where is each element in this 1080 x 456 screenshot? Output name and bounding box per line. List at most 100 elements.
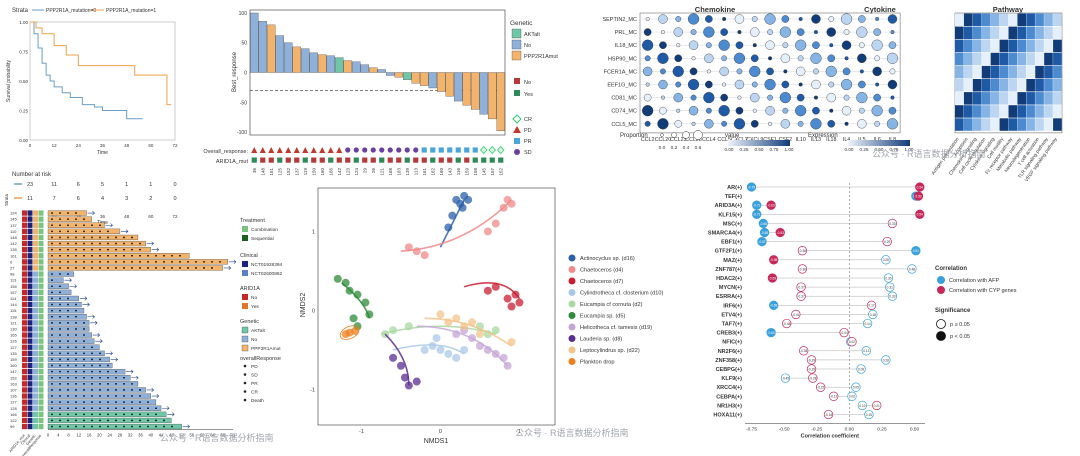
heatmap-value-tick: 0.25 (740, 147, 749, 152)
corr-cyp-point (847, 337, 857, 347)
swimmer-legend-key (243, 364, 247, 368)
waterfall-bar (292, 46, 301, 73)
swimmer-annotation-cell (27, 411, 33, 417)
swimmer-row-id: 126 (10, 339, 17, 344)
heatmap-dot (659, 106, 667, 115)
nmds-point (491, 282, 500, 291)
swimmer-bar (47, 417, 172, 424)
heatmap-dot (890, 95, 895, 100)
swimmer-event-marker (91, 395, 93, 397)
km-risk-xtick: 12 (52, 214, 58, 219)
swimmer-legend-key (241, 326, 249, 334)
swimmer-event-marker (115, 382, 117, 385)
swimmer-event-marker (59, 395, 61, 397)
swimmer-event-marker (139, 401, 141, 404)
pathway-heatmap-cell (963, 65, 973, 79)
corr-cyp-point (823, 409, 834, 420)
swimmer-event-marker (59, 248, 61, 251)
swimmer-bar (47, 362, 113, 369)
swimmer-event-marker (139, 425, 141, 428)
pathway-heatmap-cell (955, 13, 964, 26)
heatmap-dot (688, 105, 699, 116)
swimmer-annotation-cell (22, 308, 27, 314)
swimmer-annotation-cell (33, 228, 38, 234)
corr-value-label: 0.31 (887, 286, 893, 290)
swimmer-event-marker (51, 212, 53, 214)
km-xtick: 12 (52, 143, 58, 148)
swimmer-annotation-cell (38, 259, 44, 265)
swimmer-event-marker (123, 425, 125, 428)
swimmer-arrow (146, 387, 155, 392)
heatmap-dot (780, 119, 791, 129)
waterfall-sample-id: 161 (422, 168, 427, 176)
swimmer-annotation-cell (27, 405, 33, 411)
swimmer-annotation-cell (27, 240, 33, 247)
pathway-heatmap-cell (990, 92, 1000, 105)
nmds-point (349, 314, 358, 323)
heatmap-col-label: IL18 (826, 137, 836, 143)
waterfall-resp-mark (379, 147, 385, 153)
nmds-point (503, 294, 512, 303)
swimmer-annotation-cell (27, 423, 33, 430)
km-xtick: 0 (29, 143, 32, 148)
heatmap-dot (734, 79, 745, 90)
swimmer-legend-label: No (251, 295, 257, 301)
swimmer-annotation-cell (33, 314, 38, 320)
waterfall-bar (488, 72, 497, 120)
waterfall-bar (326, 55, 335, 73)
corr-value-label: 0.13 (863, 349, 869, 353)
heatmap-row-label: EEF1G_MC (607, 83, 637, 89)
nmds-legend-label: Cylindrotheca cf. closterium (d10) (580, 291, 663, 297)
swimmer-legend-title: ARID1A (240, 286, 260, 292)
heatmap-row-label: HSP90_MC (608, 56, 637, 62)
pathway-heatmap-cell (1017, 92, 1027, 105)
heatmap-dot (703, 91, 715, 104)
heatmap-proportion-key (660, 133, 664, 137)
swimmer-event-marker (139, 248, 141, 251)
heatmap-dot (856, 91, 868, 104)
swimmer-event-marker (147, 413, 149, 416)
corr-cyp-point (913, 191, 924, 201)
swimmer-event-marker (187, 267, 189, 269)
waterfall-resp-mark (455, 147, 461, 153)
heatmap-dot (643, 28, 652, 36)
corr-value-label: 0.02 (849, 340, 855, 344)
corr-value-label: -0.12 (830, 395, 837, 399)
swimmer-event-marker (67, 389, 69, 391)
waterfall-arid-mark (302, 157, 308, 163)
swimmer-legend-label: PD (251, 364, 258, 370)
heatmap-expression-tick: 1.00 (905, 147, 914, 152)
pathway-heatmap-cell (1026, 13, 1035, 26)
km-ytick: 0.50 (19, 79, 28, 84)
heatmap-col-label: CCL28 (685, 137, 702, 143)
corr-gene-label: ESRRA(+) (716, 294, 742, 300)
swimmer-annotation-cell (38, 277, 44, 283)
swimmer-annotation-cell (38, 295, 44, 302)
swimmer-event-marker (91, 352, 93, 355)
nmds-point (420, 251, 429, 260)
swimmer-event-marker (59, 328, 61, 330)
swimmer-annotation-cell (38, 332, 44, 338)
corr-value-label: 0.53 (915, 195, 921, 199)
swimmer-event-marker (107, 254, 109, 257)
pathway-heatmap-cell (1026, 26, 1035, 40)
swimmer-event-marker (131, 254, 133, 257)
waterfall-bar (403, 72, 412, 80)
swimmer-xtick: 24 (107, 433, 112, 438)
heatmap-dot-frame (639, 12, 901, 134)
waterfall-bar (462, 72, 471, 106)
swimmer-event-marker (67, 401, 69, 404)
swimmer-annotation-cell (33, 411, 38, 417)
nmds-legend-label: Eucampia cf cornuta (d2) (580, 302, 643, 308)
waterfall-bar (318, 54, 327, 73)
swimmer-xtick: 64 (210, 433, 215, 438)
pathway-heatmap-cell (972, 52, 982, 66)
heatmap-dot (871, 105, 883, 117)
nmds-point (499, 203, 508, 212)
pathway-heatmap-cell (1026, 79, 1035, 92)
nmds-point (468, 334, 477, 343)
heatmap-dot (828, 16, 835, 22)
heatmap-expression-label: Expression (808, 133, 838, 139)
swimmer-annotation-cell (22, 240, 27, 247)
pathway-heatmap-cell (990, 13, 1000, 26)
